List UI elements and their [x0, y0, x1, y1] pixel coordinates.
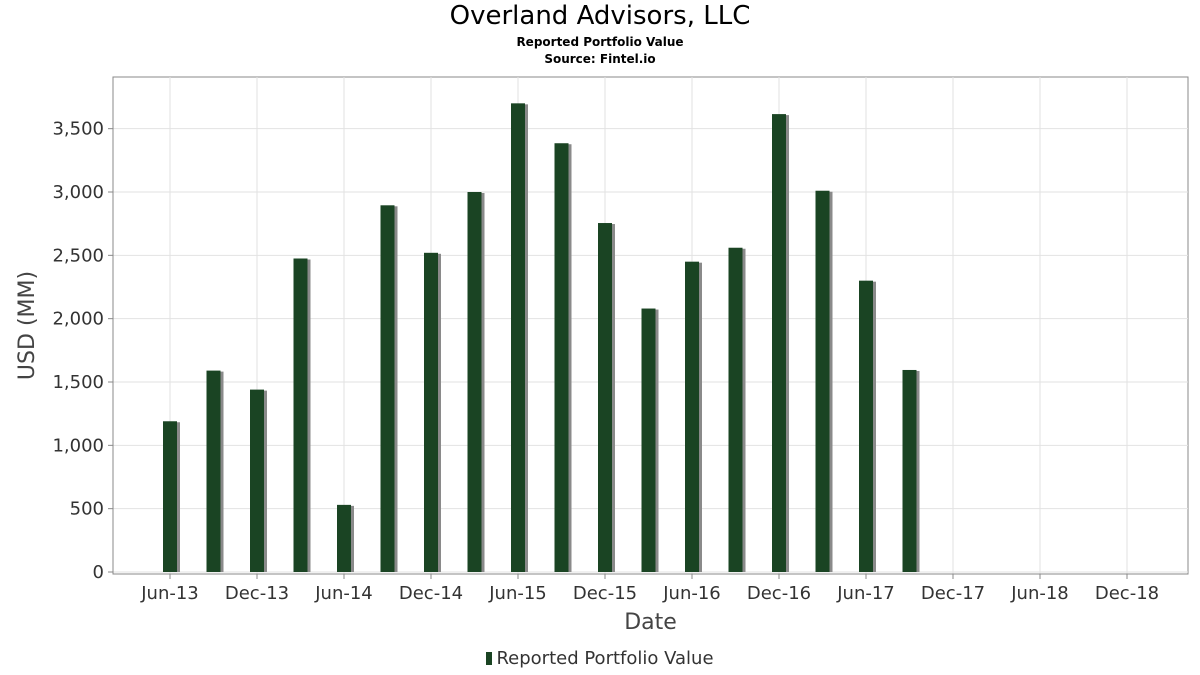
chart-source: Source: Fintel.io	[544, 52, 656, 66]
bar	[685, 261, 699, 572]
x-tick-label: Dec-14	[399, 583, 463, 604]
chart-title: Overland Advisors, LLC	[449, 1, 751, 31]
y-tick-label: 0	[93, 562, 104, 583]
bar	[728, 247, 743, 572]
bar	[815, 190, 830, 572]
bar	[163, 421, 177, 572]
bar	[554, 143, 569, 572]
bar	[511, 103, 525, 572]
x-tick-label: Dec-16	[747, 583, 811, 604]
bar	[206, 370, 221, 572]
x-tick-label: Jun-18	[1010, 583, 1069, 604]
bar	[424, 252, 438, 573]
y-axis-label: USD (MM)	[15, 271, 40, 380]
bar	[250, 389, 264, 572]
legend-label: Reported Portfolio Value	[496, 648, 714, 669]
bar	[902, 369, 917, 572]
bar	[859, 280, 873, 572]
y-tick-label: 1,000	[52, 435, 104, 456]
x-tick-label: Jun-13	[140, 583, 199, 604]
y-tick-label: 3,500	[52, 119, 104, 140]
bar	[598, 223, 612, 573]
x-tick-label: Jun-16	[662, 583, 721, 604]
x-tick-label: Dec-17	[921, 583, 985, 604]
x-axis-label: Date	[624, 610, 677, 635]
x-tick-label: Dec-18	[1095, 583, 1159, 604]
bar	[337, 504, 351, 572]
y-tick-label: 2,000	[52, 309, 104, 330]
chart-subtitle: Reported Portfolio Value	[516, 35, 684, 49]
y-tick-label: 3,000	[52, 182, 104, 203]
bar	[293, 258, 308, 572]
legend-swatch	[486, 652, 493, 665]
x-tick-label: Jun-14	[314, 583, 373, 604]
legend: Reported Portfolio Value	[0, 648, 1200, 669]
bar	[641, 308, 656, 572]
bar	[380, 205, 395, 573]
x-tick-label: Jun-15	[488, 583, 547, 604]
x-tick-label: Dec-13	[225, 583, 289, 604]
y-tick-label: 1,500	[52, 372, 104, 393]
bar	[467, 192, 482, 572]
bar	[772, 114, 786, 572]
x-tick-label: Jun-17	[836, 583, 895, 604]
y-tick-label: 500	[70, 499, 104, 520]
x-tick-label: Dec-15	[573, 583, 637, 604]
y-tick-label: 2,500	[52, 245, 104, 266]
